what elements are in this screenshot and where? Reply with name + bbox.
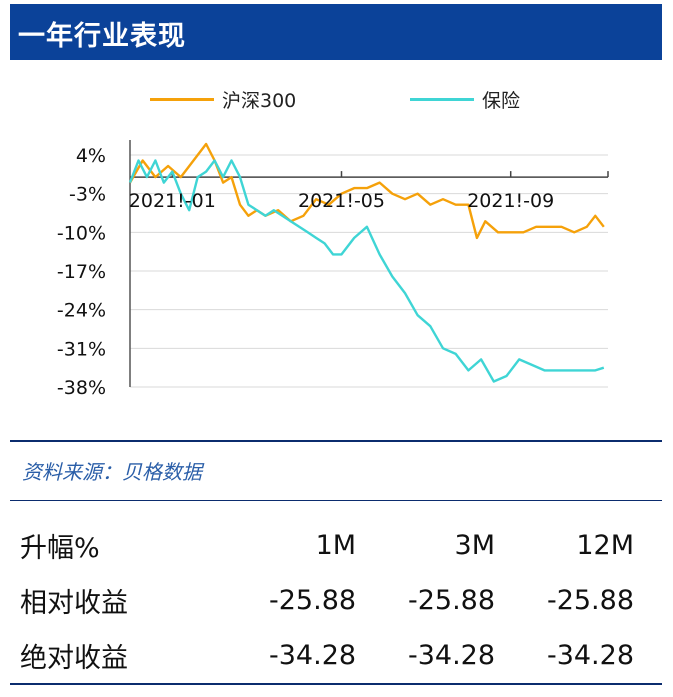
cell-absolute-1m: -34.28 xyxy=(269,640,357,671)
legend-swatch-hs300 xyxy=(150,98,214,101)
legend-label-insurance: 保险 xyxy=(482,90,521,112)
cell-absolute-12m: -34.28 xyxy=(546,640,634,671)
cell-absolute-3m: -34.28 xyxy=(407,640,496,671)
table-header-row: 升幅% 1M 3M 12M xyxy=(14,518,634,573)
y-tick-label: -31% xyxy=(57,338,106,360)
legend-swatch-insurance xyxy=(410,98,474,101)
y-tick-label: -10% xyxy=(57,222,106,244)
legend-item-insurance: 保险 xyxy=(410,86,520,113)
y-tick-label: 4% xyxy=(76,145,106,167)
legend-item-hs300: 沪深300 xyxy=(150,86,296,113)
series-layer xyxy=(128,142,605,383)
table-header-12m: 12M xyxy=(576,530,634,561)
series-line-hs300 xyxy=(128,142,605,240)
chart-legend: 沪深300 保险 xyxy=(0,86,673,112)
source-note: 资料来源：贝格数据 xyxy=(22,460,202,484)
section-divider-top xyxy=(10,440,662,442)
line-chart: 4% -3% -10% -17% -24% -31% -38% 2021!-01 2021!-0… xyxy=(57,140,609,399)
table-row-absolute: 绝对收益 -34.28 -34.28 -34.28 xyxy=(14,628,634,683)
axis-layer xyxy=(129,140,609,387)
y-tick-label: -17% xyxy=(57,261,106,283)
table-row-relative: 相对收益 -25.88 -25.88 -25.88 xyxy=(14,573,634,628)
y-tick-label: -24% xyxy=(57,300,106,322)
row-label-absolute: 绝对收益 xyxy=(20,643,128,674)
cell-relative-12m: -25.88 xyxy=(546,585,634,616)
label-layer: 4% -3% -10% -17% -24% -31% -38% 2021!-01 2021!-0… xyxy=(57,145,554,399)
header-bar: 一年行业表现 xyxy=(10,4,662,60)
cell-relative-3m: -25.88 xyxy=(407,585,496,616)
y-tick-label: -38% xyxy=(57,377,106,399)
performance-table: 升幅% 1M 3M 12M 相对收益 -25.88 -25.88 -25.88 … xyxy=(14,518,634,683)
x-tick-label: 2021!-01 xyxy=(129,190,216,212)
page-title: 一年行业表现 xyxy=(18,21,186,52)
table-header-label: 升幅% xyxy=(20,533,100,564)
row-label-relative: 相对收益 xyxy=(20,588,128,619)
x-tick-label: 2021!-05 xyxy=(298,190,385,212)
cell-relative-1m: -25.88 xyxy=(269,585,357,616)
table-header-1m: 1M xyxy=(315,530,357,561)
table-header-3m: 3M xyxy=(454,530,496,561)
x-tick-label: 2021!-09 xyxy=(467,190,554,212)
series-line-insurance xyxy=(128,159,605,383)
y-tick-label: -3% xyxy=(69,184,106,206)
section-divider-bottom xyxy=(10,683,662,685)
legend-label-hs300: 沪深300 xyxy=(222,90,297,112)
section-divider-mid xyxy=(10,500,662,501)
